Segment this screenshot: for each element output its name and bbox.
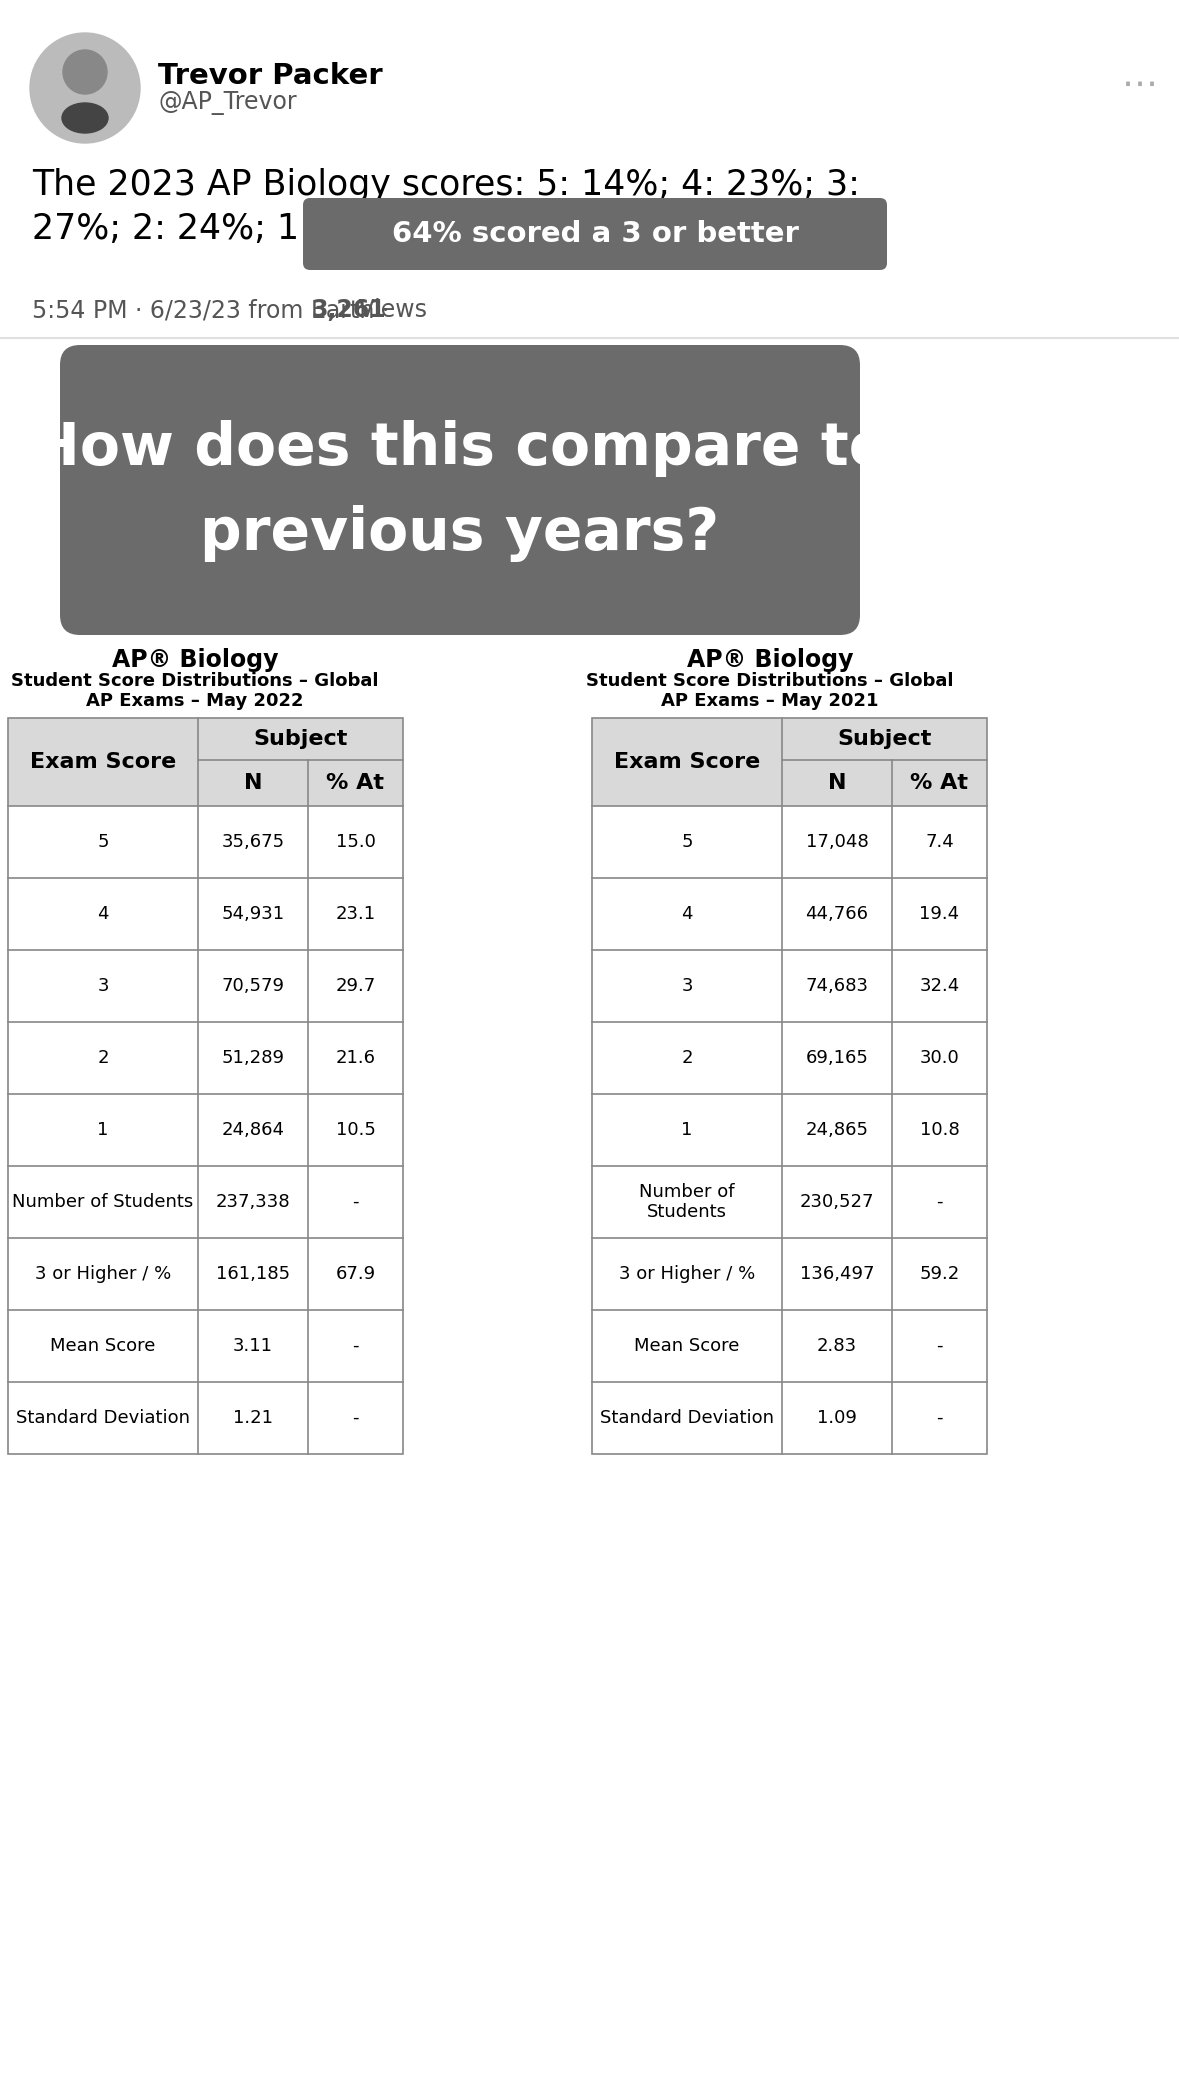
Text: Number of
Students: Number of Students bbox=[639, 1182, 735, 1222]
Text: 74,683: 74,683 bbox=[805, 977, 869, 996]
Text: 15.0: 15.0 bbox=[336, 832, 375, 851]
Text: 3,261: 3,261 bbox=[311, 298, 386, 323]
Text: 3: 3 bbox=[681, 977, 693, 996]
Text: % At: % At bbox=[327, 773, 384, 792]
Text: 30.0: 30.0 bbox=[920, 1048, 960, 1067]
Text: AP Exams – May 2022: AP Exams – May 2022 bbox=[86, 692, 304, 711]
Text: Number of Students: Number of Students bbox=[12, 1193, 193, 1211]
Text: -: - bbox=[353, 1337, 358, 1354]
Text: Subject: Subject bbox=[253, 729, 348, 748]
Text: 136,497: 136,497 bbox=[799, 1266, 875, 1283]
Bar bbox=[8, 719, 403, 1455]
Text: -: - bbox=[353, 1409, 358, 1427]
Text: 4: 4 bbox=[681, 905, 693, 922]
Text: Exam Score: Exam Score bbox=[29, 752, 176, 771]
Bar bbox=[198, 761, 308, 807]
Text: 24,864: 24,864 bbox=[222, 1121, 284, 1138]
Text: 17,048: 17,048 bbox=[805, 832, 869, 851]
Text: Student Score Distributions – Global: Student Score Distributions – Global bbox=[586, 673, 954, 690]
Text: 35,675: 35,675 bbox=[222, 832, 284, 851]
Text: AP® Biology: AP® Biology bbox=[686, 648, 854, 673]
Bar bbox=[308, 761, 403, 807]
Text: N: N bbox=[244, 773, 262, 792]
Text: 1: 1 bbox=[681, 1121, 693, 1138]
Text: 54,931: 54,931 bbox=[222, 905, 284, 922]
Text: 3: 3 bbox=[97, 977, 108, 996]
Text: Mean Score: Mean Score bbox=[634, 1337, 739, 1354]
Bar bbox=[782, 719, 987, 761]
Text: -: - bbox=[936, 1337, 943, 1354]
Ellipse shape bbox=[62, 103, 108, 132]
Text: 7.4: 7.4 bbox=[926, 832, 954, 851]
Text: 2: 2 bbox=[97, 1048, 108, 1067]
Text: Trevor Packer: Trevor Packer bbox=[158, 63, 383, 90]
Text: 3 or Higher / %: 3 or Higher / % bbox=[35, 1266, 171, 1283]
Circle shape bbox=[62, 50, 107, 94]
Text: The 2023 AP Biology scores: 5: 14%; 4: 23%; 3:: The 2023 AP Biology scores: 5: 14%; 4: 2… bbox=[32, 168, 859, 201]
Text: 24,865: 24,865 bbox=[805, 1121, 869, 1138]
Text: 230,527: 230,527 bbox=[799, 1193, 875, 1211]
Text: 3 or Higher / %: 3 or Higher / % bbox=[619, 1266, 755, 1283]
Text: 67.9: 67.9 bbox=[336, 1266, 376, 1283]
Text: 1.09: 1.09 bbox=[817, 1409, 857, 1427]
Text: Mean Score: Mean Score bbox=[51, 1337, 156, 1354]
Text: 10.5: 10.5 bbox=[336, 1121, 375, 1138]
Text: 161,185: 161,185 bbox=[216, 1266, 290, 1283]
Text: 4: 4 bbox=[97, 905, 108, 922]
Text: @AP_Trevor: @AP_Trevor bbox=[158, 90, 297, 115]
Bar bbox=[782, 761, 893, 807]
Bar bbox=[592, 719, 987, 1455]
FancyBboxPatch shape bbox=[60, 346, 859, 635]
Text: AP Exams – May 2021: AP Exams – May 2021 bbox=[661, 692, 878, 711]
Text: -: - bbox=[936, 1409, 943, 1427]
Text: -: - bbox=[353, 1193, 358, 1211]
Text: Exam Score: Exam Score bbox=[614, 752, 760, 771]
Text: N: N bbox=[828, 773, 847, 792]
Text: 1.21: 1.21 bbox=[233, 1409, 274, 1427]
Circle shape bbox=[29, 34, 140, 143]
Text: Subject: Subject bbox=[837, 729, 931, 748]
Text: 51,289: 51,289 bbox=[222, 1048, 284, 1067]
Text: 27%; 2: 24%; 1: 12%.: 27%; 2: 24%; 1: 12%. bbox=[32, 212, 410, 245]
Text: 1: 1 bbox=[98, 1121, 108, 1138]
Text: 44,766: 44,766 bbox=[805, 905, 869, 922]
Text: 5: 5 bbox=[97, 832, 108, 851]
Bar bbox=[8, 719, 403, 1455]
Text: 70,579: 70,579 bbox=[222, 977, 284, 996]
Text: 19.4: 19.4 bbox=[920, 905, 960, 922]
Text: 64% scored a 3 or better: 64% scored a 3 or better bbox=[391, 220, 798, 247]
Text: 23.1: 23.1 bbox=[336, 905, 376, 922]
Text: 2: 2 bbox=[681, 1048, 693, 1067]
Text: 32.4: 32.4 bbox=[920, 977, 960, 996]
Bar bbox=[8, 719, 198, 807]
Text: Standard Deviation: Standard Deviation bbox=[600, 1409, 773, 1427]
Text: Student Score Distributions – Global: Student Score Distributions – Global bbox=[12, 673, 378, 690]
Text: 237,338: 237,338 bbox=[216, 1193, 290, 1211]
Text: 10.8: 10.8 bbox=[920, 1121, 960, 1138]
Text: 3.11: 3.11 bbox=[233, 1337, 274, 1354]
Text: Standard Deviation: Standard Deviation bbox=[17, 1409, 190, 1427]
FancyBboxPatch shape bbox=[303, 197, 887, 270]
Text: 2.83: 2.83 bbox=[817, 1337, 857, 1354]
Bar bbox=[592, 719, 987, 1455]
Bar bbox=[592, 719, 782, 807]
Text: 21.6: 21.6 bbox=[336, 1048, 375, 1067]
Text: -: - bbox=[936, 1193, 943, 1211]
Text: previous years?: previous years? bbox=[200, 505, 719, 562]
Text: Views: Views bbox=[351, 298, 427, 323]
Text: AP® Biology: AP® Biology bbox=[112, 648, 278, 673]
Text: 69,165: 69,165 bbox=[805, 1048, 869, 1067]
Text: 5:54 PM · 6/23/23 from Earth ·: 5:54 PM · 6/23/23 from Earth · bbox=[32, 298, 397, 323]
Text: How does this compare to: How does this compare to bbox=[31, 419, 889, 478]
Bar bbox=[893, 761, 987, 807]
Text: 29.7: 29.7 bbox=[335, 977, 376, 996]
Text: % At: % At bbox=[910, 773, 968, 792]
Bar bbox=[198, 719, 403, 761]
Text: 59.2: 59.2 bbox=[920, 1266, 960, 1283]
Text: 5: 5 bbox=[681, 832, 693, 851]
Text: ⋯: ⋯ bbox=[1122, 67, 1158, 103]
